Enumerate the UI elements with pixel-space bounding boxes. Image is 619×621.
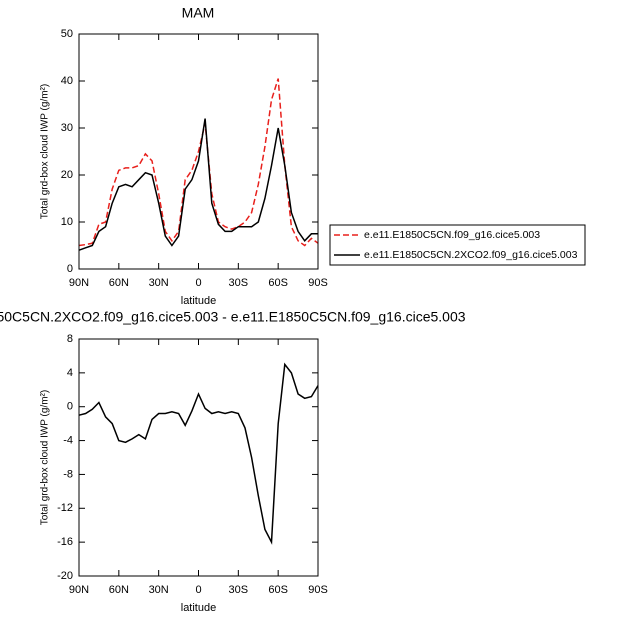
series-line [78, 78, 319, 247]
x-tick-label: 0 [195, 277, 201, 289]
x-tick-label: 60S [268, 584, 288, 596]
y-tick-label: 0 [67, 263, 73, 275]
x-tick-label: 60S [268, 277, 288, 289]
x-axis-label: latitude [181, 602, 216, 614]
x-tick-label: 60N [109, 277, 129, 289]
x-tick-label: 90N [69, 584, 89, 596]
y-tick-label: 30 [61, 122, 73, 134]
chart-title: MAM [182, 5, 215, 21]
y-tick-label: 4 [67, 367, 73, 379]
y-tick-label: 8 [67, 333, 73, 345]
plot-frame [78, 33, 319, 270]
x-tick-label: 30N [149, 277, 169, 289]
series-line [78, 362, 319, 545]
legend-box [329, 224, 586, 266]
x-tick-label: 90S [308, 584, 328, 596]
x-tick-label: 60N [109, 584, 129, 596]
x-tick-label: 30S [229, 584, 249, 596]
y-axis-label: Total grd-box cloud IWP (g/m²) [40, 84, 51, 219]
y-tick-label: -20 [57, 570, 73, 582]
y-tick-label: -4 [63, 434, 73, 446]
y-tick-label: 10 [61, 216, 73, 228]
series-line [78, 118, 318, 251]
x-axis-label: latitude [181, 295, 216, 307]
x-tick-label: 90S [308, 277, 328, 289]
x-tick-label: 30N [149, 584, 169, 596]
x-tick-label: 0 [195, 584, 201, 596]
x-tick-label: 90N [69, 277, 89, 289]
y-tick-label: 40 [61, 75, 73, 87]
y-axis-label: Total grd-box cloud IWP (g/m²) [40, 390, 51, 525]
y-tick-label: 20 [61, 169, 73, 181]
y-tick-label: 50 [61, 28, 73, 40]
chart-title: 50C5CN.2XCO2.f09_g16.cice5.003 - e.e11.E… [0, 309, 466, 325]
y-tick-label: -16 [57, 536, 73, 548]
y-tick-label: 0 [67, 401, 73, 413]
y-tick-label: -8 [63, 468, 73, 480]
legend-label: e.e11.E1850C5CN.f09_g16.cice5.003 [364, 229, 540, 241]
legend-label: e.e11.E1850C5CN.2XCO2.f09_g16.cice5.003 [364, 249, 578, 261]
x-tick-label: 30S [229, 277, 249, 289]
plot-frame [78, 338, 319, 577]
y-tick-label: -12 [57, 502, 73, 514]
